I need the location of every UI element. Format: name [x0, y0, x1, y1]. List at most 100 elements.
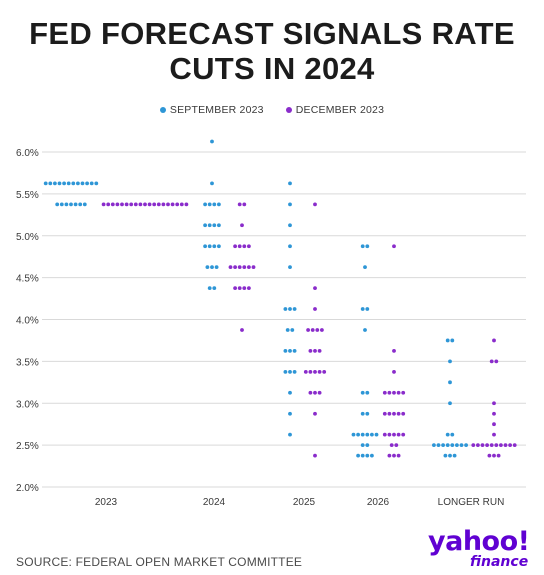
yahoo-finance-logo: yahoo! finance [428, 527, 538, 573]
dot-december [242, 286, 247, 290]
dot-september [365, 390, 370, 395]
y-tick-label: 4.0% [16, 316, 39, 327]
dot-december [387, 432, 392, 437]
dot-september [288, 307, 292, 311]
dot-september [448, 453, 452, 458]
y-tick-label: 2.0% [16, 483, 39, 494]
y-tick-label: 5.0% [16, 232, 39, 243]
dot-september [62, 181, 66, 186]
dot-september [214, 265, 219, 270]
dot-december [313, 369, 317, 374]
dot-december [382, 432, 387, 437]
dot-december [489, 359, 494, 364]
dot-december [387, 390, 392, 395]
x-tick-label: 2023 [95, 497, 118, 508]
dot-september [459, 443, 464, 448]
dot-december [401, 411, 406, 416]
dot-december [306, 328, 310, 332]
dot-december [387, 453, 392, 458]
dot-september [73, 202, 78, 207]
dot-december [392, 349, 396, 353]
dot-september [452, 453, 457, 458]
dot-september [217, 223, 221, 228]
dot-september [448, 359, 452, 364]
dot-september [212, 223, 217, 228]
dot-december [303, 369, 308, 374]
dot-december [317, 369, 322, 374]
dot-december [471, 443, 476, 448]
dot-september [203, 223, 208, 228]
y-tick-label: 3.0% [16, 399, 39, 410]
dot-september [288, 369, 292, 374]
dot-september [285, 328, 290, 332]
source-note: SOURCE: FEDERAL OPEN MARKET COMMITTEE [16, 555, 303, 569]
dot-september [217, 202, 221, 207]
dot-december [308, 349, 313, 353]
dot-december [503, 443, 508, 448]
dot-september [283, 349, 288, 353]
legend-item-december: DECEMBER 2023 [285, 104, 384, 116]
dot-september [432, 443, 436, 448]
dot-september [360, 244, 365, 249]
dot-september [448, 401, 452, 406]
dot-december [396, 432, 401, 437]
dot-september [203, 244, 208, 249]
dot-december [242, 202, 247, 207]
dot-september [445, 443, 450, 448]
dot-september [283, 369, 288, 374]
dot-december [251, 265, 256, 270]
dot-december [389, 443, 394, 448]
dot-december [120, 202, 124, 207]
dot-december [392, 411, 396, 416]
dot-december [485, 443, 489, 448]
dot-september [210, 265, 214, 270]
dot-december [401, 432, 406, 437]
dot-december [494, 359, 499, 364]
chart-title-line-1: FED FORECAST SIGNALS RATE [29, 16, 515, 51]
dot-december [233, 265, 238, 270]
dot-september [288, 432, 292, 437]
dot-september [207, 223, 212, 228]
dot-september [363, 265, 367, 270]
dot-september [356, 453, 360, 458]
dot-september [443, 453, 448, 458]
dot-september [445, 338, 450, 343]
dot-september [360, 390, 365, 395]
dot-december [317, 349, 322, 353]
dot-december [170, 202, 175, 207]
dot-december [247, 244, 251, 249]
dot-september [292, 307, 297, 311]
logo-word: yahoo! [428, 526, 530, 557]
dot-september [76, 181, 80, 186]
dot-december [315, 328, 320, 332]
y-tick-label: 5.5% [16, 190, 39, 201]
dot-september [288, 244, 292, 249]
dot-september [288, 223, 292, 228]
dot-september [59, 202, 64, 207]
dot-december [492, 411, 496, 416]
dot-december [489, 443, 494, 448]
dot-september [53, 181, 57, 186]
dot-december [101, 202, 106, 207]
x-tick-label: 2024 [203, 497, 226, 508]
dot-september [288, 349, 292, 353]
dot-december [492, 422, 496, 427]
dot-september [288, 411, 292, 416]
dot-december [240, 223, 244, 228]
dot-september [82, 202, 87, 207]
dot-september [445, 432, 450, 437]
dot-september [292, 369, 297, 374]
dot-september [370, 432, 374, 437]
dot-september [71, 181, 76, 186]
dot-september [210, 181, 214, 186]
dot-september [365, 432, 370, 437]
dot-december [179, 202, 184, 207]
legend-item-september: SEPTEMBER 2023 [159, 104, 264, 116]
dot-september [290, 328, 295, 332]
dot-september [66, 181, 71, 186]
dot-december [396, 390, 401, 395]
dot-september [365, 307, 370, 311]
dot-december [228, 265, 233, 270]
dot-december [317, 390, 322, 395]
dot-december [143, 202, 147, 207]
